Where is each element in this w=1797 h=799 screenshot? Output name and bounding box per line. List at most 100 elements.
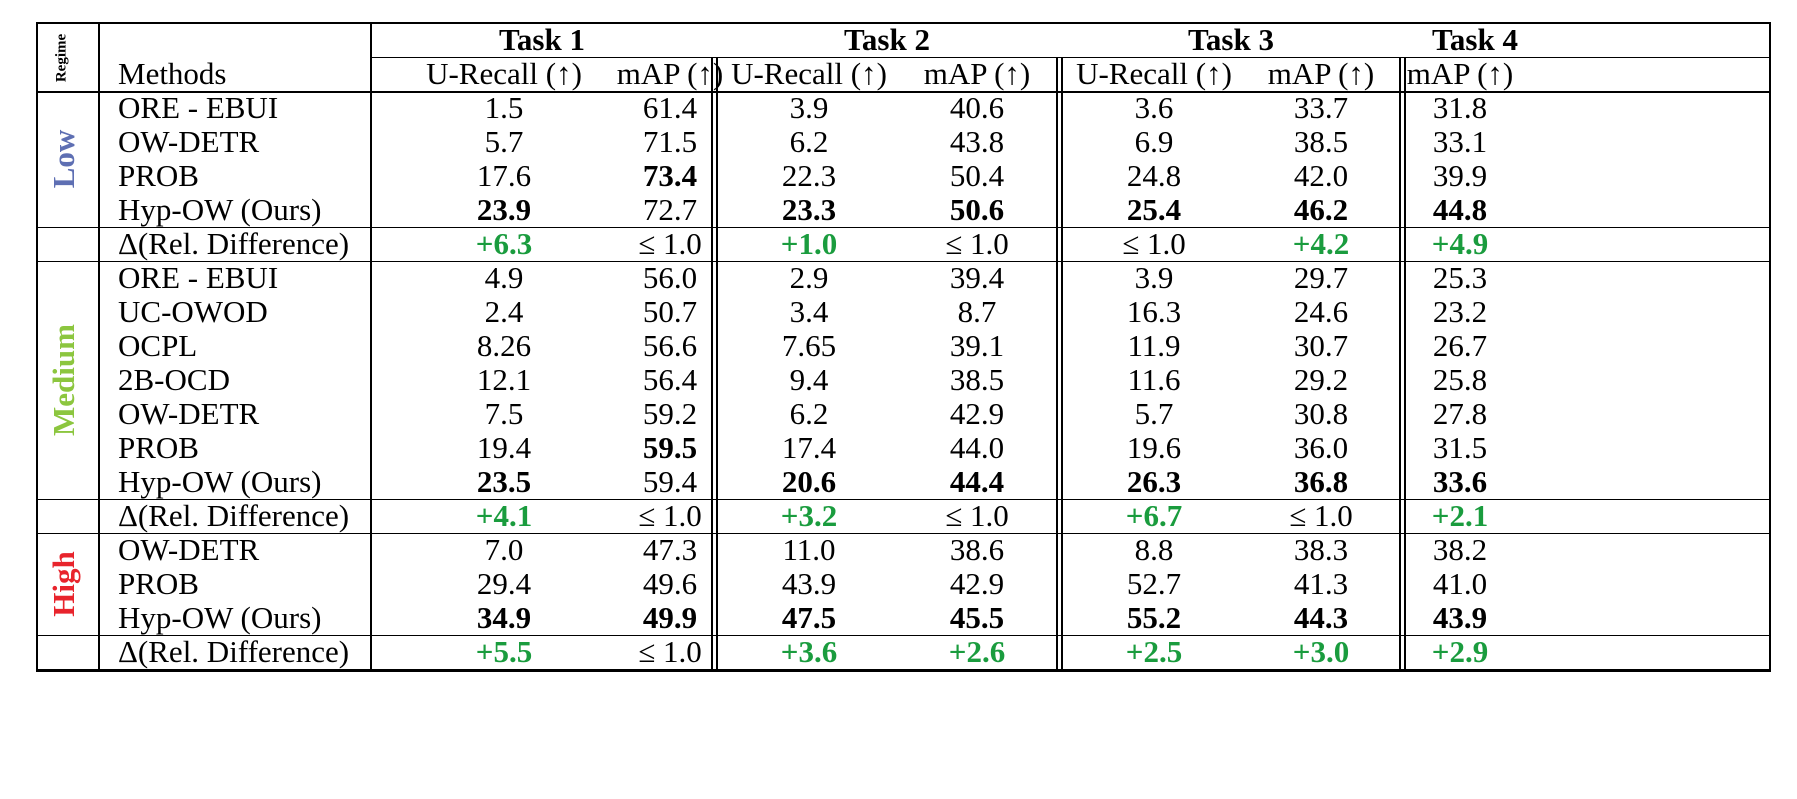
- metric-value: 2.9: [789, 260, 829, 295]
- metric-value: 25.8: [1432, 362, 1488, 397]
- metric-value: 27.8: [1432, 396, 1488, 431]
- metric-value: 31.5: [1432, 430, 1488, 465]
- diff-value: +3.0: [1292, 634, 1350, 669]
- metric-value: 3.4: [789, 294, 829, 329]
- vertical-rule: [711, 58, 713, 671]
- diff-value: +2.1: [1431, 498, 1489, 533]
- metric-value: 56.4: [642, 362, 698, 397]
- metric-header: U-Recall (↑): [1076, 56, 1232, 91]
- metric-header: mAP (↑): [1406, 56, 1514, 91]
- metric-value: 26.7: [1432, 328, 1488, 363]
- metric-value: 3.9: [1134, 260, 1174, 295]
- metric-value: 39.9: [1432, 158, 1488, 193]
- metric-value: 43.9: [1432, 600, 1488, 635]
- method-name: PROB: [118, 430, 199, 465]
- diff-value: +2.9: [1431, 634, 1489, 669]
- metric-value: 41.3: [1293, 566, 1349, 601]
- task-header: Task 2: [844, 22, 930, 57]
- metric-value: 11.6: [1127, 362, 1181, 397]
- metric-value: 36.8: [1293, 464, 1349, 499]
- metric-value: 3.9: [789, 90, 829, 125]
- vertical-rule: [1404, 58, 1406, 671]
- metric-header: mAP (↑): [923, 56, 1031, 91]
- metric-header: mAP (↑): [616, 56, 724, 91]
- vertical-rule: [36, 22, 38, 671]
- metric-value: 26.3: [1126, 464, 1182, 499]
- horizontal-rule: [36, 635, 1771, 637]
- methods-header: Methods: [118, 56, 227, 91]
- metric-value: 29.4: [476, 566, 532, 601]
- metric-value: 56.0: [642, 260, 698, 295]
- metric-value: 4.9: [484, 260, 524, 295]
- metric-value: 42.9: [949, 566, 1005, 601]
- metric-value: 38.5: [1293, 124, 1349, 159]
- metric-value: 1.5: [484, 90, 524, 125]
- metric-value: 73.4: [642, 158, 698, 193]
- metric-value: 7.65: [781, 328, 837, 363]
- metric-value: 59.2: [642, 396, 698, 431]
- metric-value: 9.4: [789, 362, 829, 397]
- metric-value: 17.4: [781, 430, 837, 465]
- diff-value: ≤ 1.0: [1122, 226, 1186, 261]
- metric-value: 6.2: [789, 396, 829, 431]
- horizontal-rule: [36, 91, 1771, 93]
- metric-value: 12.1: [476, 362, 532, 397]
- diff-value: ≤ 1.0: [1289, 498, 1353, 533]
- metric-value: 7.0: [484, 532, 524, 567]
- method-name: OW-DETR: [118, 396, 260, 431]
- metric-value: 40.6: [949, 90, 1005, 125]
- metric-value: 7.5: [484, 396, 524, 431]
- metric-header: U-Recall (↑): [426, 56, 582, 91]
- diff-value: ≤ 1.0: [945, 226, 1009, 261]
- diff-value: +5.5: [475, 634, 533, 669]
- horizontal-rule: [36, 499, 1771, 501]
- diff-value: +3.6: [780, 634, 838, 669]
- metric-value: 8.26: [476, 328, 532, 363]
- method-name: 2B-OCD: [118, 362, 230, 397]
- metric-value: 47.3: [642, 532, 698, 567]
- regime-label-high: High: [46, 551, 81, 617]
- metric-value: 46.2: [1293, 192, 1349, 227]
- metric-value: 72.7: [642, 192, 698, 227]
- method-name: Hyp-OW (Ours): [118, 464, 322, 499]
- metric-value: 5.7: [1134, 396, 1174, 431]
- vertical-rule: [1769, 22, 1771, 671]
- diff-value: +2.5: [1125, 634, 1183, 669]
- metric-value: 43.8: [949, 124, 1005, 159]
- metric-value: 29.2: [1293, 362, 1349, 397]
- metric-value: 23.2: [1432, 294, 1488, 329]
- horizontal-rule: [36, 22, 1771, 24]
- metric-value: 23.3: [781, 192, 837, 227]
- method-name: PROB: [118, 158, 199, 193]
- vertical-rule: [98, 22, 100, 671]
- metric-value: 6.9: [1134, 124, 1174, 159]
- metric-value: 33.6: [1432, 464, 1488, 499]
- metric-value: 44.8: [1432, 192, 1488, 227]
- task-header: Task 4: [1432, 22, 1518, 57]
- results-table: Regime Methods Task 1 Task 2 Task 3 Task 4 U-R…: [36, 0, 1771, 760]
- metric-value: 45.5: [949, 600, 1005, 635]
- metric-value: 11.9: [1127, 328, 1181, 363]
- vertical-rule: [1399, 58, 1401, 671]
- metric-value: 50.6: [949, 192, 1005, 227]
- task-underline: [370, 57, 1771, 59]
- metric-value: 22.3: [781, 158, 837, 193]
- diff-value: +4.1: [475, 498, 533, 533]
- metric-value: 50.7: [642, 294, 698, 329]
- diff-value: ≤ 1.0: [638, 634, 702, 669]
- metric-value: 42.0: [1293, 158, 1349, 193]
- metric-value: 44.0: [949, 430, 1005, 465]
- diff-label: Δ(Rel. Difference): [118, 226, 350, 261]
- metric-value: 19.4: [476, 430, 532, 465]
- horizontal-rule: [36, 669, 1771, 671]
- vertical-rule: [1056, 58, 1058, 671]
- metric-value: 71.5: [642, 124, 698, 159]
- diff-value: +6.7: [1125, 498, 1183, 533]
- task-header: Task 1: [499, 22, 585, 57]
- regime-label-low: Low: [46, 129, 81, 189]
- diff-value: ≤ 1.0: [945, 498, 1009, 533]
- metric-value: 23.9: [476, 192, 532, 227]
- metric-value: 2.4: [484, 294, 524, 329]
- metric-value: 11.0: [782, 532, 836, 567]
- method-name: ORE - EBUI: [118, 260, 279, 295]
